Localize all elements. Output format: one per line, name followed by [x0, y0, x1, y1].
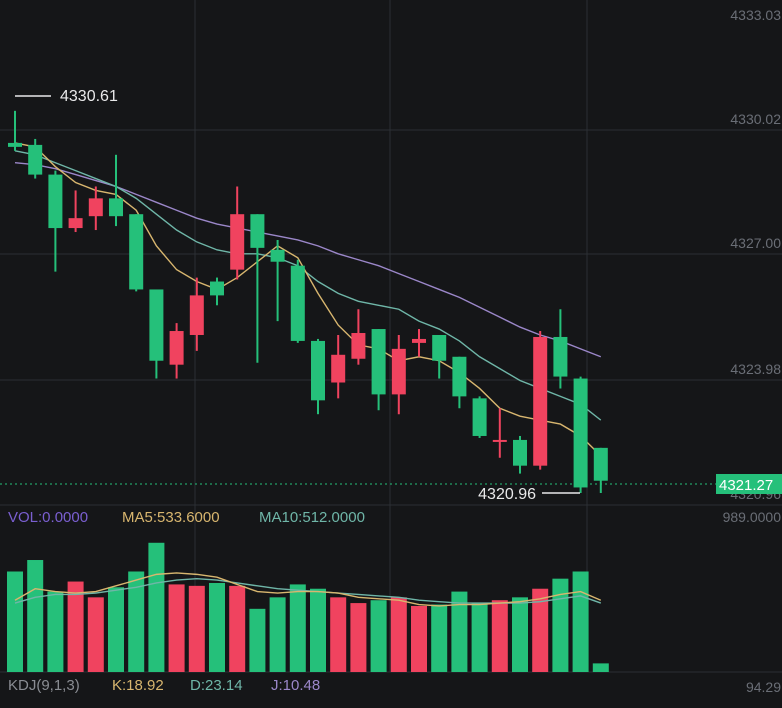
- candle-body: [371, 329, 386, 395]
- volume-axis-max: 989.0000: [723, 509, 782, 525]
- candle-body: [129, 214, 144, 290]
- volume-bar: [168, 584, 185, 672]
- volume-bar: [148, 542, 165, 672]
- volume-label: VOL:0.0000: [8, 509, 88, 526]
- volume-bar: [289, 584, 306, 672]
- volume-bar: [128, 571, 145, 672]
- candle-body: [8, 142, 22, 147]
- candle-body: [290, 265, 305, 341]
- volume-bar: [370, 600, 387, 672]
- volume-bar: [491, 600, 508, 672]
- volume-bar: [431, 604, 448, 672]
- volume-bar: [330, 597, 347, 672]
- volume-ma10-label: MA10:512.0000: [259, 509, 365, 526]
- candle-body: [593, 447, 608, 481]
- candle-body: [270, 249, 285, 262]
- kdj-d-label: D:23.14: [190, 677, 243, 694]
- volume-bar: [209, 582, 225, 672]
- last-price-label: 4321.27: [719, 477, 773, 494]
- candle-body: [573, 378, 588, 488]
- candle-body: [149, 289, 164, 361]
- candle-body: [452, 356, 467, 397]
- moving-average-lines: [14, 142, 602, 457]
- candle-body: [432, 334, 447, 361]
- ma10-line: [14, 150, 602, 421]
- kdj-axis-value: 94.29: [746, 679, 781, 695]
- candle-body: [68, 218, 83, 229]
- candles-group: [8, 110, 608, 493]
- volume-bar: [532, 588, 549, 672]
- tick-label: 4327.00: [730, 235, 781, 251]
- volume-bar: [592, 663, 609, 672]
- volume-bar: [7, 571, 23, 672]
- tick-label: 4330.02: [730, 111, 781, 127]
- candle-body: [169, 331, 184, 365]
- tick-label: 4323.98: [730, 361, 781, 377]
- candle-body: [230, 214, 245, 270]
- candle-body: [311, 340, 325, 401]
- tick-label: 4333.03: [730, 7, 781, 23]
- candle-body: [492, 439, 507, 442]
- volume-bar: [411, 605, 427, 672]
- volume-bar: [572, 571, 589, 672]
- candle-body: [553, 336, 568, 377]
- low-price-marker: 4320.96: [478, 486, 580, 503]
- volume-bar: [249, 608, 266, 672]
- volume-bar: [350, 603, 367, 672]
- volume-bar: [269, 597, 286, 672]
- candle-body: [513, 439, 527, 466]
- volume-bar: [451, 591, 468, 672]
- last-price-tag: [716, 474, 782, 494]
- candle-body: [331, 354, 346, 383]
- candle-body: [88, 198, 103, 217]
- low-marker-label: 4320.96: [478, 486, 536, 503]
- volume-ma5-label: MA5:533.6000: [122, 509, 220, 526]
- volume-bar: [552, 578, 569, 672]
- volume-bar: [512, 597, 528, 672]
- volume-bar: [229, 585, 246, 672]
- kdj-label: KDJ(9,1,3): [8, 677, 80, 694]
- high-price-marker: 4330.61: [15, 88, 118, 105]
- volume-ma-lines: [14, 572, 602, 607]
- candle-body: [48, 174, 63, 229]
- kdj-k-label: K:18.92: [112, 677, 164, 694]
- high-marker-label: 4330.61: [60, 88, 118, 105]
- candle-body: [412, 338, 426, 343]
- ma5-line: [14, 142, 602, 457]
- candle-body: [351, 333, 366, 359]
- candle-body: [391, 348, 406, 395]
- volume-bar: [471, 603, 488, 672]
- volume-bar: [27, 560, 44, 672]
- volume-bar: [67, 581, 84, 672]
- candle-body: [533, 336, 548, 466]
- volume-bar: [87, 597, 104, 672]
- volume-bar: [108, 587, 124, 672]
- volume-bars: [7, 542, 609, 672]
- candle-body: [189, 295, 204, 335]
- candle-body: [472, 398, 487, 436]
- volume-bar: [390, 597, 407, 672]
- candle-body: [210, 281, 224, 296]
- volume-bar: [47, 591, 64, 672]
- candle-body: [109, 198, 123, 217]
- volume-bar: [310, 588, 326, 672]
- candle-body: [250, 214, 265, 248]
- volume-bar: [188, 585, 205, 672]
- volume-ma5-line: [14, 572, 602, 607]
- candle-body: [28, 144, 43, 175]
- kdj-j-label: J:10.48: [271, 677, 320, 694]
